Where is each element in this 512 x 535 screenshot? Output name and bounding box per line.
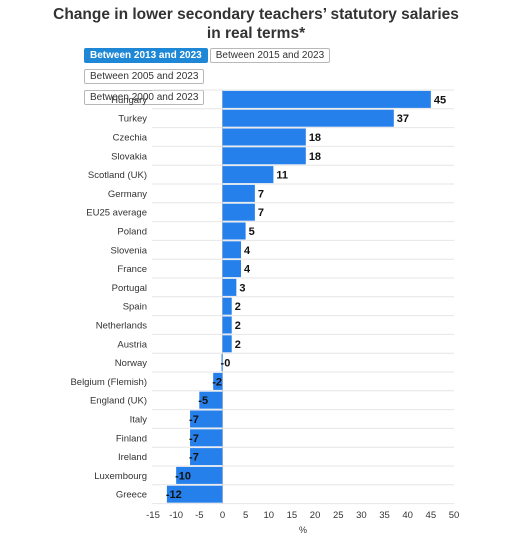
- category-label: France: [117, 264, 147, 275]
- bar: [222, 278, 237, 296]
- data-label: 2: [235, 339, 241, 351]
- category-label: Turkey: [118, 114, 147, 125]
- x-tick-label: -15: [146, 510, 160, 521]
- data-label: 2: [235, 301, 241, 313]
- data-label: -7: [189, 452, 199, 464]
- category-label: Luxembourg: [94, 471, 147, 482]
- tab-2015-2023[interactable]: Between 2015 and 2023: [209, 48, 331, 63]
- x-axis-label: %: [299, 525, 307, 535]
- x-tick-label: 15: [287, 510, 298, 521]
- category-label: EU25 average: [86, 208, 147, 219]
- category-label: Italy: [130, 415, 148, 426]
- x-tick-label: 45: [426, 510, 437, 521]
- bar: [222, 316, 232, 334]
- category-label: Greece: [116, 490, 147, 501]
- bar: [222, 184, 255, 202]
- bar: [222, 203, 255, 221]
- bar: [176, 466, 223, 484]
- bar: [222, 166, 274, 184]
- data-label: -10: [175, 470, 191, 482]
- category-label: Finland: [116, 433, 147, 444]
- category-label: Portugal: [112, 283, 147, 294]
- data-label: 4: [244, 264, 251, 276]
- data-label: -2: [212, 376, 222, 388]
- chart-title: Change in lower secondary teachers’ stat…: [0, 5, 512, 43]
- chart-title-line1: Change in lower secondary teachers’ stat…: [53, 6, 459, 23]
- category-label: Norway: [115, 358, 147, 369]
- x-tick-label: 0: [220, 510, 225, 521]
- category-label: Czechia: [113, 133, 148, 144]
- bar: [222, 241, 241, 259]
- data-label: 4: [244, 245, 251, 257]
- bar: [222, 260, 241, 278]
- category-label: Spain: [123, 302, 147, 313]
- x-tick-label: 35: [379, 510, 390, 521]
- data-label: 5: [249, 226, 255, 238]
- category-label: Austria: [117, 339, 147, 350]
- category-label: Ireland: [118, 452, 147, 463]
- category-label: Slovenia: [111, 245, 148, 256]
- x-tick-label: 50: [449, 510, 460, 521]
- bar: [190, 429, 223, 447]
- category-label: Belgium (Flemish): [70, 377, 147, 388]
- bar: [166, 485, 223, 503]
- data-label: -7: [189, 433, 199, 445]
- category-label: Netherlands: [96, 321, 147, 332]
- bar: [222, 90, 431, 108]
- chart-title-line2: in real terms*: [206, 25, 306, 42]
- data-label: -0: [221, 358, 231, 370]
- x-tick-label: 30: [356, 510, 367, 521]
- category-label: England (UK): [90, 396, 147, 407]
- bar: [213, 372, 223, 390]
- x-tick-label: -5: [195, 510, 203, 521]
- category-label: Germany: [108, 189, 147, 200]
- bar: [221, 354, 223, 372]
- data-label: 7: [258, 207, 264, 219]
- data-label: 45: [434, 94, 446, 106]
- bar: [199, 391, 223, 409]
- category-label: Slovakia: [111, 151, 148, 162]
- bar: [222, 297, 232, 315]
- x-tick-label: 5: [243, 510, 248, 521]
- data-label: 7: [258, 188, 264, 200]
- bar: [222, 147, 306, 165]
- data-label: 11: [276, 170, 288, 182]
- bar: [222, 128, 306, 146]
- tab-2000-2023[interactable]: Between 2000 and 2023: [84, 90, 205, 105]
- data-label: 18: [309, 132, 321, 144]
- category-label: Hungary: [111, 95, 147, 106]
- x-tick-label: 20: [310, 510, 321, 521]
- x-tick-label: 25: [333, 510, 344, 521]
- period-tabs: Between 2013 and 2023 Between 2015 and 20…: [84, 45, 434, 108]
- x-tick-label: 40: [402, 510, 413, 521]
- x-tick-label: -10: [169, 510, 183, 521]
- data-label: 3: [239, 282, 245, 294]
- data-label: 18: [309, 151, 321, 163]
- data-label: -12: [166, 489, 182, 501]
- bar: [222, 335, 232, 353]
- data-label: 37: [397, 113, 409, 125]
- tab-2013-2023[interactable]: Between 2013 and 2023: [84, 48, 208, 63]
- bar: [222, 222, 246, 240]
- category-label: Poland: [117, 227, 147, 238]
- data-label: 2: [235, 320, 241, 332]
- bar: [222, 109, 394, 127]
- category-label: Scotland (UK): [88, 170, 147, 181]
- data-label: -7: [189, 414, 199, 426]
- bar: [190, 448, 223, 466]
- x-tick-label: 10: [263, 510, 274, 521]
- tab-2005-2023[interactable]: Between 2005 and 2023: [84, 69, 205, 84]
- bar: [190, 410, 223, 428]
- data-label: -5: [198, 395, 208, 407]
